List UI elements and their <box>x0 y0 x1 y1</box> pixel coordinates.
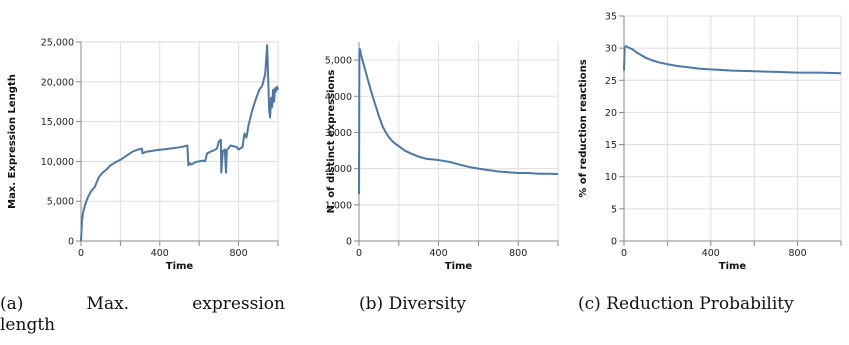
y-tick-label: 20 <box>605 108 617 119</box>
y-axis-title: % of reduction reactions <box>578 59 589 197</box>
y-tick-label: 25 <box>605 76 617 87</box>
y-tick-label: 25,000 <box>41 38 74 49</box>
x-tick-label: 0 <box>356 248 362 259</box>
caption-b-text: Diversity <box>388 294 467 314</box>
y-tick-label: 5,000 <box>325 56 352 67</box>
x-axis-title: Time <box>166 261 194 272</box>
series-line <box>80 44 279 242</box>
y-tick-label: 3,000 <box>325 128 352 139</box>
series-line <box>623 45 842 75</box>
x-tick-label: 0 <box>78 248 84 259</box>
y-axis-title: Max. Expression Length <box>7 74 18 209</box>
x-tick-label: 800 <box>230 248 248 259</box>
series-line <box>358 48 559 194</box>
x-tick-label: 400 <box>430 248 448 259</box>
y-tick-label: 4,000 <box>325 92 352 103</box>
y-tick-label: 35 <box>605 12 617 23</box>
x-tick-label: 800 <box>509 248 527 259</box>
y-tick-label: 5 <box>611 204 617 215</box>
y-tick-label: 10 <box>605 172 617 183</box>
y-axis-title: N. of distinct expressions <box>326 70 337 214</box>
caption-c-tag: (c) <box>578 294 601 314</box>
caption-a-word1: Max. <box>86 294 130 314</box>
x-tick-label: 400 <box>702 248 720 259</box>
y-tick-label: 0 <box>346 237 352 248</box>
caption-c-text: Reduction Probability <box>606 294 794 314</box>
caption-a-tag: (a) <box>0 294 24 314</box>
y-tick-label: 15 <box>605 140 617 151</box>
caption-b-tag: (b) <box>359 294 384 314</box>
x-axis-title: Time <box>445 261 473 272</box>
chart-a: 0 400 800 0 5,000 10,000 15,000 20,000 25,000 Tim… <box>7 38 279 272</box>
y-tick-label: 30 <box>605 44 617 55</box>
y-tick-label: 20,000 <box>41 77 74 88</box>
y-tick-label: 0 <box>611 237 617 248</box>
y-tick-label: 1,000 <box>325 200 352 211</box>
y-tick-label: 10,000 <box>41 157 74 168</box>
y-tick-label: 15,000 <box>41 117 74 128</box>
x-tick-label: 400 <box>151 248 169 259</box>
chart-b: 0 400 800 0 1,000 2,000 3,000 4,000 5,000 Time N. … <box>325 42 559 272</box>
caption-c: (c) Reduction Probability <box>578 294 794 315</box>
y-tick-label: 5,000 <box>47 197 74 208</box>
caption-a-word2: expression <box>192 294 285 314</box>
chart-c: 0 400 800 0 5 10 15 20 25 30 35 Time % of reduction … <box>578 12 842 272</box>
y-tick-label: 0 <box>68 237 74 248</box>
caption-a: (a) Max. expression length <box>0 294 285 336</box>
x-tick-label: 800 <box>789 248 807 259</box>
x-axis-title: Time <box>719 261 747 272</box>
caption-a-word3: length <box>0 315 56 335</box>
x-tick-label: 0 <box>621 248 627 259</box>
y-tick-label: 2,000 <box>325 164 352 175</box>
caption-b: (b) Diversity <box>359 294 466 315</box>
